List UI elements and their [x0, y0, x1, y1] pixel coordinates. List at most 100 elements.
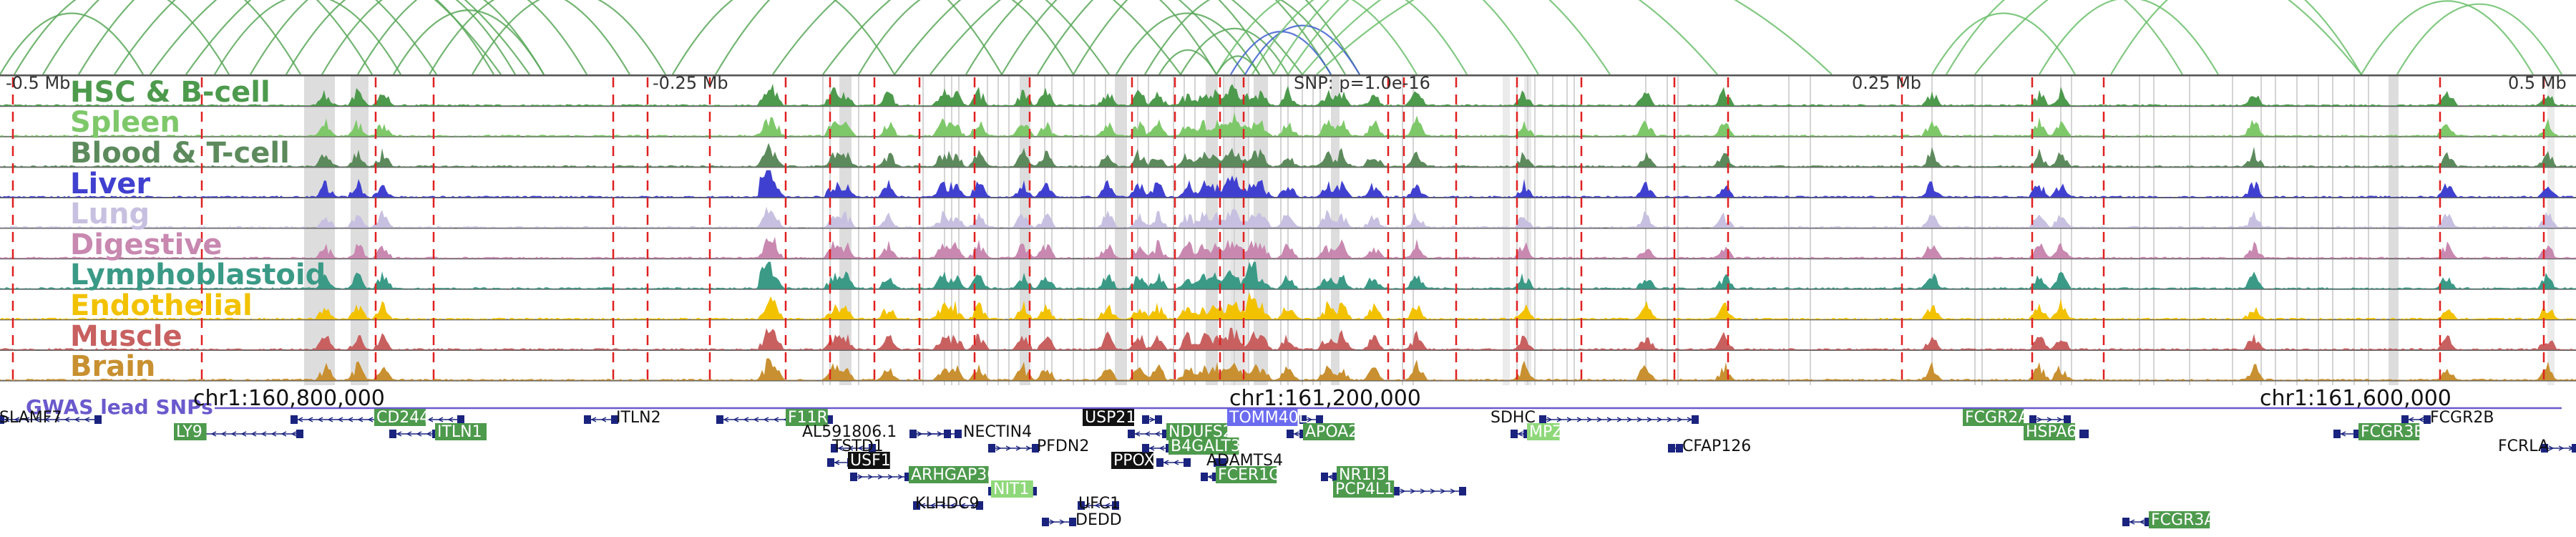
loop-arc — [0, 12, 144, 75]
loop-arc — [1244, 24, 1360, 75]
gene: FCGR3A — [2122, 511, 2215, 529]
gene-label-box — [1527, 423, 1560, 440]
exon-block — [457, 415, 464, 424]
exon-block — [2082, 430, 2089, 438]
strand-arrow — [1144, 431, 1151, 437]
gene-label: TOMM40L — [1229, 409, 1308, 427]
strand-arrow — [337, 417, 343, 422]
gwas-lead-snps-label: GWAS lead SNPs — [26, 395, 213, 419]
gene: NIT1 — [988, 480, 1037, 498]
loop-arc — [1287, 0, 1611, 75]
gene-label-box — [991, 480, 1033, 498]
strand-arrow — [1616, 417, 1623, 422]
gene-label-box — [1111, 452, 1153, 469]
strand-arrow — [877, 474, 884, 480]
gene: HSPA6 — [2024, 423, 2089, 441]
loop-arc — [321, 0, 545, 75]
gene-label: FCGR2A — [1965, 409, 2029, 427]
exon-block — [827, 458, 834, 467]
gene: SDHC — [1491, 409, 1699, 427]
axis-tick-label: 0.25 Mb — [1852, 73, 1921, 93]
gwas-snp-lines — [11, 77, 2545, 385]
coordinate-label: chr1:161,600,000 — [2260, 386, 2451, 411]
gene: UFC1 — [1078, 495, 1120, 513]
track-label-spleen: Spleen — [70, 106, 180, 139]
gene-label-box — [2358, 423, 2420, 440]
exon-block — [955, 430, 962, 438]
strand-arrow — [1094, 503, 1101, 508]
strand-arrow — [837, 445, 844, 451]
strand-arrow — [426, 431, 432, 437]
loop-arc — [214, 0, 401, 75]
gene-label: PCP4L1 — [1335, 480, 1394, 498]
strand-arrow — [1410, 488, 1416, 494]
loop-arc — [1302, 0, 1718, 75]
strand-arrow — [14, 417, 20, 422]
track-label-liver: Liver — [70, 168, 150, 200]
exon-block — [1142, 415, 1149, 424]
exon-block — [826, 415, 833, 424]
loop-arc — [772, 0, 1110, 75]
gene: FCER1G — [1201, 466, 1281, 484]
strand-arrow — [1430, 488, 1436, 494]
gene-label: FCER1G — [1218, 466, 1281, 484]
strand-arrow — [260, 431, 267, 437]
exon-block — [1162, 430, 1169, 438]
strand-arrow — [950, 503, 956, 508]
loop-arc — [930, 0, 1303, 75]
exon-block — [2424, 415, 2431, 424]
exon-block — [2029, 415, 2036, 424]
strand-arrow — [834, 460, 840, 465]
strand-arrow — [1148, 445, 1155, 451]
loop-arc — [1216, 0, 1418, 75]
strand-arrow — [1586, 417, 1593, 422]
loop-arc — [2110, 0, 2362, 75]
strand-arrow — [327, 417, 333, 422]
loop-arc — [1180, 27, 1289, 75]
strand-arrow — [447, 417, 454, 422]
strand-arrow — [1657, 417, 1663, 422]
strand-arrow — [1158, 445, 1165, 451]
gene: PPOX — [1111, 452, 1191, 470]
loop-arc — [2039, 0, 2219, 75]
highlight-bands — [304, 76, 2555, 385]
strand-arrow — [1049, 519, 1055, 525]
exon-block — [1112, 501, 1119, 510]
track-label-digestive: Digestive — [70, 228, 223, 261]
track-signal — [0, 142, 2576, 168]
gene-label: NECTIN4 — [963, 423, 1032, 441]
exon-block — [1214, 458, 1221, 467]
strand-arrow — [34, 417, 40, 422]
strand-arrow — [743, 417, 749, 422]
exon-block — [1332, 473, 1340, 481]
exon-block — [1078, 501, 1085, 510]
strand-arrow — [733, 417, 739, 422]
exon-block — [1219, 458, 1226, 467]
loop-arc — [965, 0, 1217, 75]
chromatin-loop-arcs — [0, 0, 2562, 75]
highlight-band — [839, 76, 852, 385]
exon-block — [1201, 473, 1208, 481]
loop-arc — [78, 0, 373, 75]
gene: APOA2 — [1287, 423, 1358, 441]
loop-arc — [42, 0, 301, 75]
strand-arrow — [347, 417, 353, 422]
gene-label-box — [1333, 480, 1395, 498]
strand-arrow — [74, 417, 80, 422]
strand-arrow — [210, 431, 217, 437]
loop-arc — [1230, 31, 1332, 75]
snp-pvalue-label: SNP: p=1.0e-16 — [1294, 73, 1430, 93]
exon-block — [1392, 487, 1400, 495]
strand-arrow — [1596, 417, 1603, 422]
gene-label: NIT1 — [993, 480, 1029, 498]
strand-arrow — [437, 417, 444, 422]
axis-tick-label: -0.25 Mb — [653, 73, 728, 93]
track-signal — [0, 170, 2576, 198]
gene-label: B4GALT3 — [1171, 437, 1241, 455]
strand-arrow — [937, 431, 943, 437]
strand-arrow — [1327, 474, 1334, 480]
exon-block — [291, 415, 298, 424]
strand-arrow — [1450, 488, 1456, 494]
strand-arrow — [1173, 460, 1179, 465]
exon-block — [2145, 518, 2152, 526]
